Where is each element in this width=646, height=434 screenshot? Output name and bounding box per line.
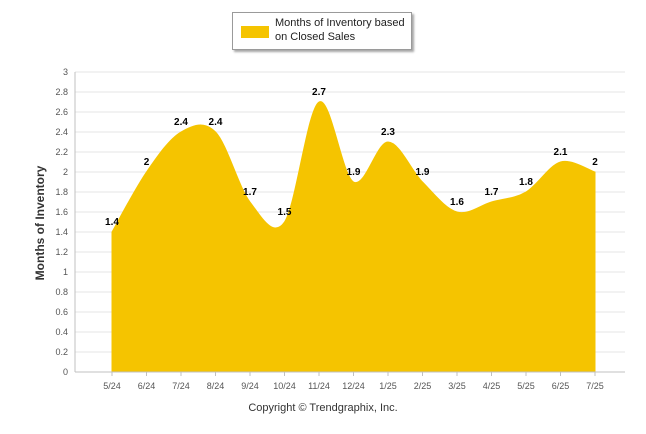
y-tick-label: 0.6 [55, 307, 68, 317]
legend-swatch [241, 26, 269, 38]
data-label: 1.7 [243, 187, 257, 198]
y-tick-label: 0.2 [55, 347, 68, 357]
y-tick-label: 1 [63, 267, 68, 277]
y-tick-label: 1.6 [55, 207, 68, 217]
legend[interactable]: Months of Inventory based on Closed Sale… [232, 12, 412, 50]
data-label: 1.5 [278, 207, 292, 218]
x-tick-label: 6/24 [138, 381, 156, 391]
x-tick-label: 8/24 [207, 381, 225, 391]
data-label: 2.1 [554, 147, 568, 158]
y-tick-label: 2.8 [55, 87, 68, 97]
x-tick-label: 3/25 [448, 381, 466, 391]
copyright-footer: Copyright © Trendgraphix, Inc. [248, 402, 398, 414]
x-tick-label: 10/24 [273, 381, 296, 391]
y-tick-label: 3 [63, 67, 68, 77]
y-tick-label: 0.8 [55, 287, 68, 297]
x-tick-label: 12/24 [342, 381, 365, 391]
x-tick-label: 11/24 [308, 381, 330, 391]
legend-label: Months of Inventory based on Closed Sale… [275, 17, 405, 43]
y-axis-title: Months of Inventory [33, 165, 47, 280]
data-label: 1.4 [105, 217, 119, 228]
y-tick-label: 2 [63, 167, 68, 177]
x-tick-label: 2/25 [414, 381, 432, 391]
y-tick-label: 0.4 [55, 327, 68, 337]
y-tick-label: 1.8 [55, 187, 68, 197]
y-tick-label: 0 [63, 367, 68, 377]
x-tick-label: 1/25 [379, 381, 397, 391]
y-tick-label: 2.6 [55, 107, 68, 117]
data-label: 1.9 [416, 167, 430, 178]
data-label: 1.6 [450, 197, 464, 208]
data-label: 2.3 [381, 127, 395, 138]
x-tick-label: 4/25 [483, 381, 501, 391]
data-label: 2.4 [209, 117, 223, 128]
x-tick-label: 7/25 [586, 381, 604, 391]
x-tick-label: 5/24 [103, 381, 121, 391]
area-series-inventory [111, 101, 596, 373]
series-area [111, 101, 596, 373]
data-label: 2 [144, 157, 150, 168]
data-label: 1.8 [519, 177, 533, 188]
x-tick-label: 5/25 [517, 381, 535, 391]
data-labels: 1.4 2 2.4 2.4 1.7 1.5 2.7 1.9 2.3 1.9 1.6 1.7 1.8 2.1… [105, 87, 598, 228]
data-label: 2.7 [312, 87, 326, 98]
axes: 0 0.2 0.4 0.6 0.8 1 1.2 1.4 1.6 1.8 2 2.2 2.4 2.6 2.8 3… [55, 67, 625, 391]
y-tick-label: 1.2 [55, 247, 68, 257]
data-label: 2.4 [174, 117, 188, 128]
data-label: 1.7 [485, 187, 499, 198]
x-tick-label: 9/24 [241, 381, 259, 391]
x-tick-label: 6/25 [552, 381, 570, 391]
y-tick-label: 1.4 [55, 227, 68, 237]
data-label: 1.9 [347, 167, 361, 178]
y-tick-label: 2.2 [55, 147, 68, 157]
x-tick-label: 7/24 [172, 381, 190, 391]
y-tick-label: 2.4 [55, 127, 68, 137]
data-label: 2 [592, 157, 598, 168]
